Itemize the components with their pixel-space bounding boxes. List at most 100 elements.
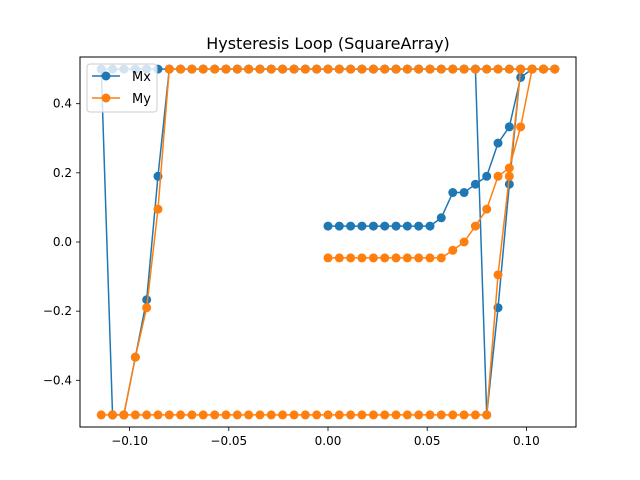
series-my-point: [300, 64, 310, 74]
series-my-point: [425, 64, 435, 74]
series-mx-point: [346, 221, 356, 231]
series-my-point: [380, 64, 390, 74]
legend-mx-label: Mx: [132, 70, 151, 85]
series-my-point: [255, 64, 265, 74]
series-my-point: [244, 410, 254, 420]
series-my-point: [176, 410, 186, 420]
series-my-point: [448, 410, 458, 420]
series-my-point: [334, 410, 344, 420]
series-my-point: [448, 245, 458, 255]
series-my-point: [244, 64, 254, 74]
series-my-point: [414, 253, 424, 263]
legend-my-label: My: [132, 92, 151, 107]
series-my-point: [368, 64, 378, 74]
series-my-point: [368, 253, 378, 263]
x-tick-label: −0.10: [111, 434, 148, 448]
series-my-point: [470, 64, 480, 74]
series-my-point: [425, 410, 435, 420]
series-mx-point: [357, 221, 367, 231]
series-my-point: [142, 303, 152, 313]
series-my-point: [516, 122, 526, 132]
y-tick-label: −0.4: [43, 373, 72, 387]
series-my-point: [187, 410, 197, 420]
series-my-point: [232, 410, 242, 420]
series-my-point: [232, 64, 242, 74]
series-my-point: [357, 410, 367, 420]
series-my-point: [504, 171, 514, 181]
series-my-point: [391, 410, 401, 420]
series-my-point: [402, 410, 412, 420]
series-my-point: [153, 410, 163, 420]
series-my-point: [323, 410, 333, 420]
series-my-point: [142, 410, 152, 420]
series-my-point: [538, 64, 548, 74]
series-my-point: [402, 64, 412, 74]
series-my-point: [470, 410, 480, 420]
series-my-point: [198, 64, 208, 74]
series-mx-point: [516, 72, 526, 82]
x-tick-label: 0.00: [315, 434, 342, 448]
series-my-point: [187, 64, 197, 74]
series-my-point: [164, 64, 174, 74]
series-mx-point: [436, 213, 446, 223]
y-tick-label: 0.0: [53, 235, 72, 249]
series-mx-point: [493, 138, 503, 148]
series-my-point: [323, 64, 333, 74]
series-my-point: [357, 64, 367, 74]
series-mx-point: [380, 221, 390, 231]
series-my-point: [436, 410, 446, 420]
legend-my-marker: [101, 93, 111, 103]
series-my-point: [300, 410, 310, 420]
x-tick-label: 0.10: [513, 434, 540, 448]
series-my-point: [312, 64, 322, 74]
series-layer: [96, 64, 560, 420]
series-my-point: [493, 64, 503, 74]
y-tick-label: −0.2: [43, 304, 72, 318]
series-my-point: [108, 410, 118, 420]
series-my-point: [504, 64, 514, 74]
series-my-point: [255, 410, 265, 420]
series-my-point: [368, 410, 378, 420]
chart-title: Hysteresis Loop (SquareArray): [206, 34, 450, 53]
series-mx-point: [368, 221, 378, 231]
series-mx-point: [448, 188, 458, 198]
series-my-point: [266, 410, 276, 420]
legend: Mx My: [86, 63, 158, 113]
series-mx-point: [323, 221, 333, 231]
series-my-point: [346, 253, 356, 263]
series-mx-point: [470, 179, 480, 189]
series-my-point: [266, 64, 276, 74]
series-my-point: [96, 410, 106, 420]
series-my-point: [391, 253, 401, 263]
series-my-point: [493, 171, 503, 181]
series-my-point: [323, 253, 333, 263]
series-my-point: [470, 221, 480, 231]
x-tick-label: −0.05: [210, 434, 247, 448]
series-my-point: [312, 410, 322, 420]
series-mx-point: [459, 188, 469, 198]
series-my-point: [210, 64, 220, 74]
series-my-point: [493, 270, 503, 280]
series-my-point: [357, 253, 367, 263]
series-mx-point: [334, 221, 344, 231]
series-my-point: [527, 64, 537, 74]
series-my-point: [130, 410, 140, 420]
series-my-point: [176, 64, 186, 74]
series-mx-point: [402, 221, 412, 231]
series-mx-point: [482, 171, 492, 181]
series-my-point: [402, 253, 412, 263]
series-my-point: [414, 64, 424, 74]
y-tick-label: 0.2: [53, 166, 72, 180]
series-my-point: [289, 64, 299, 74]
series-my-point: [436, 253, 446, 263]
series-my-point: [459, 64, 469, 74]
series-my-point: [153, 204, 163, 214]
y-tick-label: 0.4: [53, 97, 72, 111]
series-my-point: [221, 410, 231, 420]
series-my-point: [346, 410, 356, 420]
series-mx-point: [425, 221, 435, 231]
series-my-point: [482, 204, 492, 214]
series-my-point: [334, 64, 344, 74]
series-my-point: [436, 64, 446, 74]
